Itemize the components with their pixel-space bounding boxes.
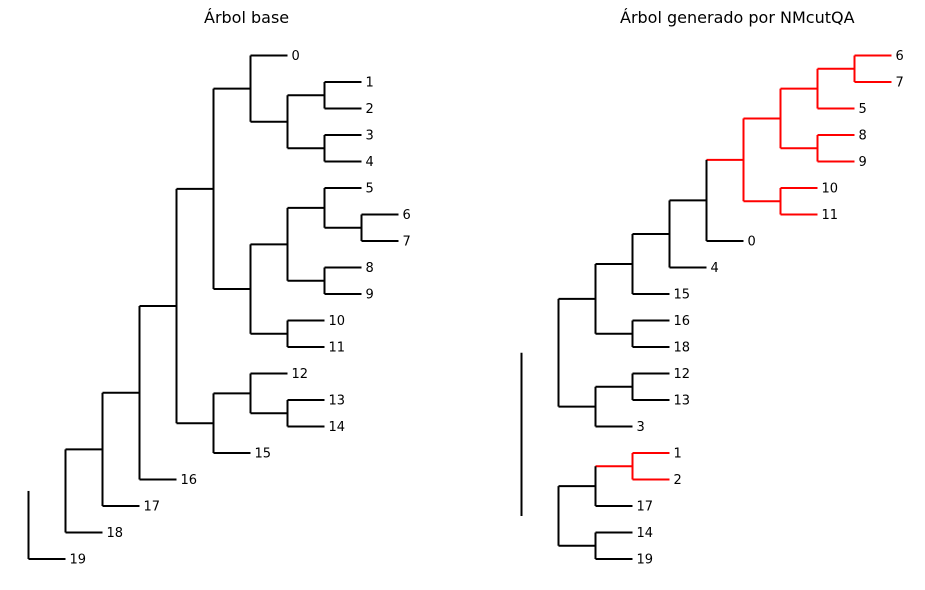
leaf-label-13: 13 [674, 394, 691, 409]
leaf-label-3: 3 [366, 129, 374, 144]
leaf-label-19: 19 [70, 553, 87, 568]
leaf-label-2: 2 [366, 102, 374, 117]
leaf-label-0: 0 [748, 235, 756, 250]
left-tree-title: Árbol base [204, 8, 290, 27]
leaf-label-7: 7 [403, 235, 411, 250]
leaf-label-13: 13 [329, 394, 346, 409]
leaf-label-11: 11 [822, 208, 839, 223]
leaf-label-6: 6 [403, 208, 411, 223]
leaf-label-5: 5 [366, 182, 374, 197]
leaf-label-2: 2 [674, 473, 682, 488]
leaf-label-9: 9 [366, 288, 374, 303]
leaf-label-17: 17 [637, 500, 654, 515]
leaf-label-16: 16 [674, 314, 691, 329]
leaf-label-9: 9 [859, 155, 867, 170]
leaf-label-0: 0 [292, 49, 300, 64]
leaf-label-5: 5 [859, 102, 867, 117]
leaf-label-15: 15 [255, 447, 272, 462]
leaf-label-4: 4 [711, 261, 719, 276]
leaf-label-15: 15 [674, 288, 691, 303]
leaf-label-3: 3 [637, 420, 645, 435]
leaf-label-10: 10 [822, 182, 839, 197]
leaf-label-7: 7 [896, 76, 904, 91]
leaf-label-8: 8 [366, 261, 374, 276]
leaf-label-10: 10 [329, 314, 346, 329]
leaf-label-11: 11 [329, 341, 346, 356]
leaf-label-14: 14 [329, 420, 346, 435]
leaf-label-4: 4 [366, 155, 374, 170]
leaf-label-18: 18 [674, 341, 691, 356]
leaf-label-12: 12 [292, 367, 309, 382]
leaf-label-12: 12 [674, 367, 691, 382]
leaf-label-17: 17 [144, 500, 161, 515]
leaf-label-19: 19 [637, 553, 654, 568]
right-tree-title: Árbol generado por NMcutQA [620, 8, 855, 27]
leaf-label-1: 1 [366, 76, 374, 91]
leaf-label-16: 16 [181, 473, 198, 488]
leaf-label-14: 14 [637, 526, 654, 541]
leaf-label-1: 1 [674, 447, 682, 462]
leaf-label-18: 18 [107, 526, 124, 541]
leaf-label-6: 6 [896, 49, 904, 64]
leaf-label-8: 8 [859, 129, 867, 144]
